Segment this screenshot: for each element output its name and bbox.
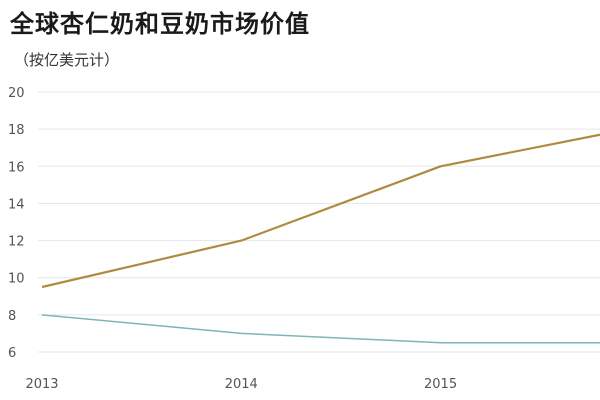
y-tick-label: 10: [8, 272, 25, 287]
chart-title: 全球杏仁奶和豆奶市场价值: [10, 10, 310, 38]
y-axis-ticks: 6 8 10 12 14 16 18 20: [8, 86, 25, 361]
y-tick-label: 8: [8, 309, 16, 324]
y-tick-label: 6: [8, 346, 16, 361]
x-tick-label: 2014: [225, 377, 258, 392]
x-axis-ticks: 2013 2014 2015: [25, 377, 457, 392]
y-tick-label: 12: [8, 235, 25, 250]
y-tick-label: 20: [8, 86, 25, 101]
series-line-1: [41, 133, 600, 289]
chart-subtitle: （按亿美元计）: [14, 51, 120, 69]
gridlines: [38, 91, 600, 353]
series-lines: [41, 133, 600, 344]
y-tick-label: 14: [8, 197, 25, 212]
x-tick-label: 2013: [25, 377, 58, 392]
x-tick-label: 2015: [424, 377, 457, 392]
series-line-2: [41, 314, 600, 344]
y-tick-label: 16: [8, 160, 25, 175]
y-tick-label: 18: [8, 123, 25, 138]
